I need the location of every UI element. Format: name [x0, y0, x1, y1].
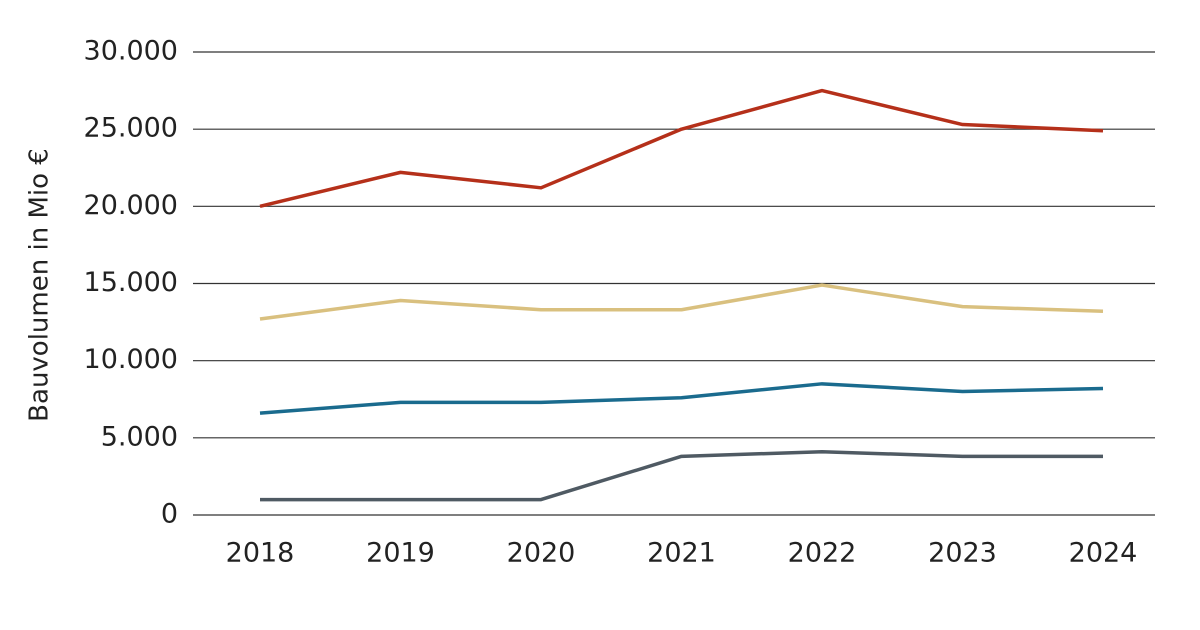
x-tick-label: 2024	[1069, 538, 1138, 569]
series-line	[259, 88, 1104, 209]
y-tick-label: 0	[161, 499, 178, 530]
y-tick-label: 15.000	[84, 267, 178, 298]
y-tick-label: 5.000	[101, 421, 178, 452]
y-tick-label: 20.000	[84, 190, 178, 221]
x-tick-label: 2023	[928, 538, 997, 569]
series-line	[260, 449, 1103, 502]
y-tick-label: 10.000	[84, 344, 178, 375]
x-tick-label: 2019	[366, 538, 435, 569]
y-tick-label: 30.000	[84, 36, 178, 67]
x-tick-label: 2021	[647, 538, 716, 569]
y-tick-label: 25.000	[84, 113, 178, 144]
x-tick-label: 2018	[226, 538, 295, 569]
x-tick-label: 2022	[788, 538, 857, 569]
series-line	[259, 283, 1104, 321]
series-line	[259, 382, 1104, 415]
x-tick-label: 2020	[507, 538, 576, 569]
y-axis-label: Bauvolumen in Mio €	[25, 148, 55, 422]
